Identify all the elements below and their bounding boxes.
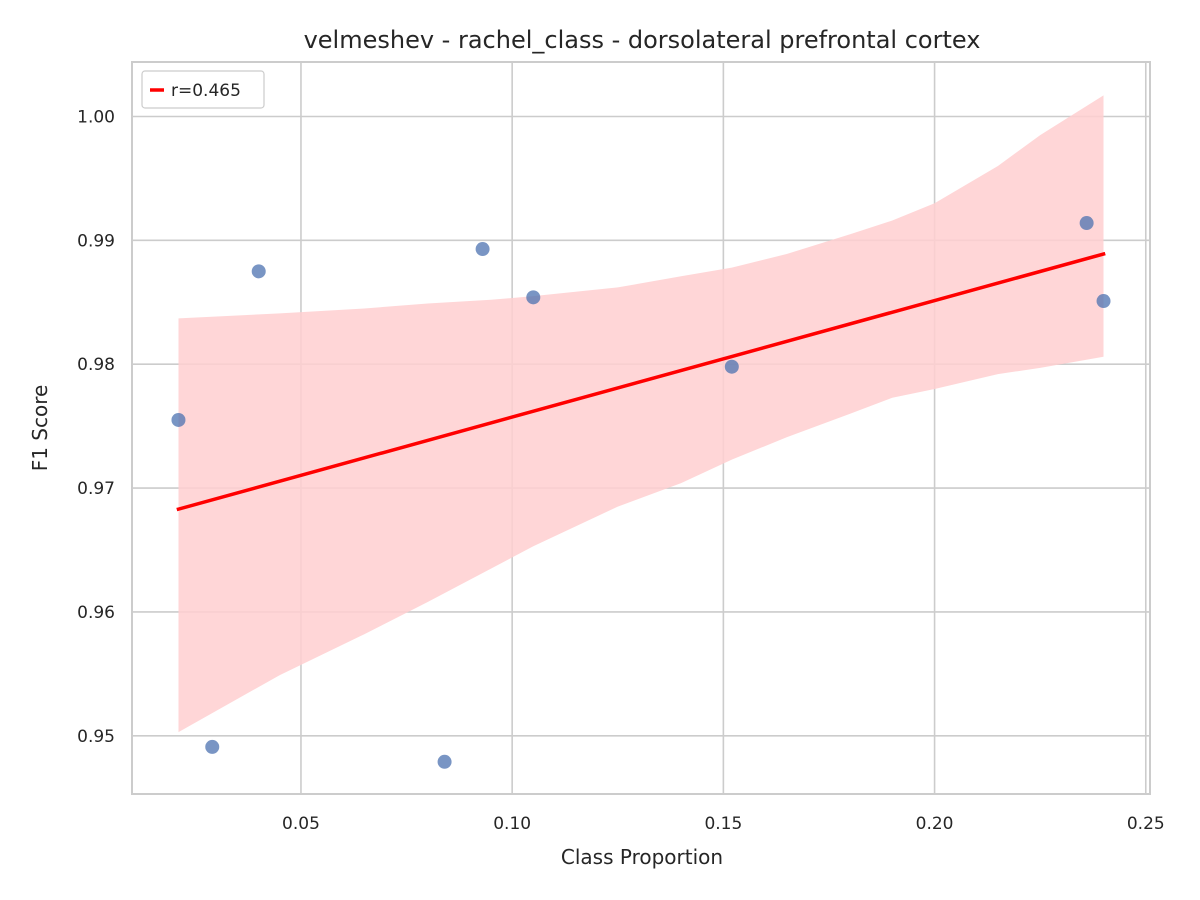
y-tick-label: 0.97 [77,479,115,499]
data-point [171,412,186,427]
plot-frame [131,61,1151,795]
regression-line [176,251,1106,512]
data-point [205,739,220,754]
legend: r=0.465 [141,70,265,109]
x-tick-label: 0.20 [916,814,954,834]
y-tick-label: 0.96 [77,603,115,623]
regression-line-layer [176,251,1106,512]
data-point [437,754,452,769]
data-point [251,264,266,279]
y-tick-label: 0.99 [77,231,115,251]
scatter-points [171,216,1111,769]
confidence-band [178,95,1104,733]
confidence-band-layer [178,95,1104,733]
data-point [526,290,541,305]
legend-box [141,70,265,109]
chart-title: velmeshev - rachel_class - dorsolateral … [304,26,981,54]
y-tick-labels: 0.95 0.96 0.97 0.98 0.99 1.00 [77,107,115,746]
x-axis-label: Class Proportion [561,845,723,869]
data-point [724,359,739,374]
x-tick-labels: 0.05 0.10 0.15 0.20 0.25 [282,814,1165,834]
y-axis-label: F1 Score [28,385,52,472]
x-tick-label: 0.10 [493,814,531,834]
legend-entry-label: r=0.465 [171,81,241,101]
data-point [1079,216,1094,231]
x-tick-label: 0.15 [704,814,742,834]
y-tick-label: 0.98 [77,355,115,375]
x-tick-label: 0.05 [282,814,320,834]
data-point [475,242,490,257]
y-tick-label: 1.00 [77,107,115,127]
x-tick-label: 0.25 [1127,814,1165,834]
data-point [1096,294,1111,309]
y-tick-label: 0.95 [77,727,115,747]
